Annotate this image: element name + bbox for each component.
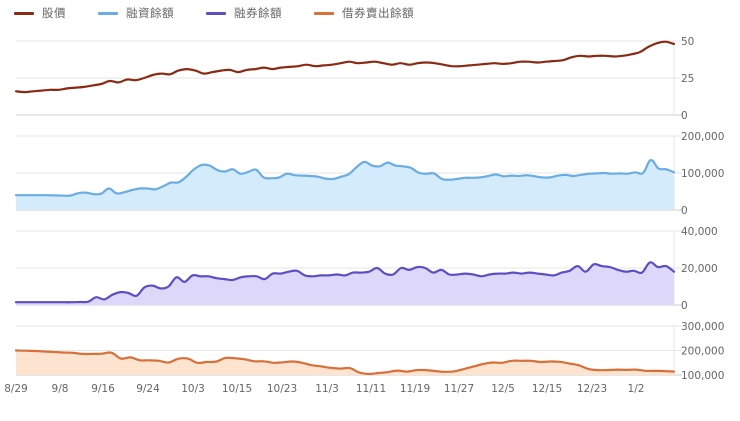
panel-sbl-short-balance: 300,000 200,000 100,000 — [14, 321, 724, 382]
x-tick-label: 9/24 — [136, 383, 160, 395]
legend-swatch-icon — [314, 11, 334, 15]
y-tick-label: 300,000 — [681, 321, 724, 333]
y-tick-label: 100,000 — [681, 370, 724, 382]
legend-swatch-icon — [98, 11, 118, 15]
legend-item-margin-balance[interactable]: 融資餘額 — [98, 5, 174, 21]
series-line[interactable] — [14, 349, 676, 376]
y-tick-label: 200,000 — [681, 131, 724, 143]
y-tick-label: 0 — [681, 110, 688, 122]
x-tick-label: 11/27 — [444, 383, 474, 395]
x-axis: 8/29 9/8 9/16 9/24 10/3 10/15 10/23 11/3 11/11 11… — [4, 383, 644, 395]
series-area — [16, 262, 674, 305]
x-tick-label: 12/15 — [532, 383, 562, 395]
chart-legend: 股價 融資餘額 融券餘額 借券賣出餘額 — [14, 3, 446, 23]
x-tick-label: 9/16 — [91, 383, 115, 395]
panel-stock-price: 50 25 0 — [14, 36, 694, 122]
x-tick-label: 10/3 — [181, 383, 205, 395]
y-tick-label: 50 — [681, 36, 694, 48]
legend-swatch-icon — [14, 11, 34, 15]
x-tick-label: 12/5 — [491, 383, 515, 395]
x-tick-label: 9/8 — [52, 383, 69, 395]
x-tick-label: 12/23 — [577, 383, 607, 395]
x-tick-label: 10/15 — [222, 383, 252, 395]
legend-swatch-icon — [206, 11, 226, 15]
x-tick-label: 1/2 — [628, 383, 645, 395]
y-tick-label: 200,000 — [681, 346, 724, 358]
panel-short-balance: 40,000 20,000 0 — [14, 226, 718, 312]
y-tick-label: 40,000 — [681, 226, 718, 238]
legend-item-short-balance[interactable]: 融券餘額 — [206, 5, 282, 21]
x-tick-label: 11/19 — [400, 383, 430, 395]
series-area — [16, 160, 674, 210]
y-tick-label: 0 — [681, 300, 688, 312]
y-tick-label: 20,000 — [681, 263, 718, 275]
series-area — [16, 350, 674, 375]
legend-item-sbl-short-balance[interactable]: 借券賣出餘額 — [314, 5, 414, 21]
y-tick-label: 0 — [681, 205, 688, 217]
series-line[interactable] — [14, 159, 676, 197]
legend-label: 借券賣出餘額 — [342, 6, 414, 20]
x-tick-label: 11/11 — [356, 383, 386, 395]
y-tick-label: 25 — [681, 73, 694, 85]
panel-margin-balance: 200,000 100,000 0 — [14, 131, 724, 217]
legend-label: 融資餘額 — [126, 6, 174, 20]
x-tick-label: 10/23 — [267, 383, 297, 395]
legend-label: 股價 — [42, 6, 66, 20]
series-line[interactable] — [14, 261, 676, 304]
x-tick-label: 11/3 — [315, 383, 339, 395]
legend-label: 融券餘額 — [234, 6, 282, 20]
y-tick-label: 100,000 — [681, 168, 724, 180]
series-line[interactable] — [14, 40, 676, 94]
legend-item-stock-price[interactable]: 股價 — [14, 5, 66, 21]
x-tick-label: 8/29 — [4, 383, 28, 395]
